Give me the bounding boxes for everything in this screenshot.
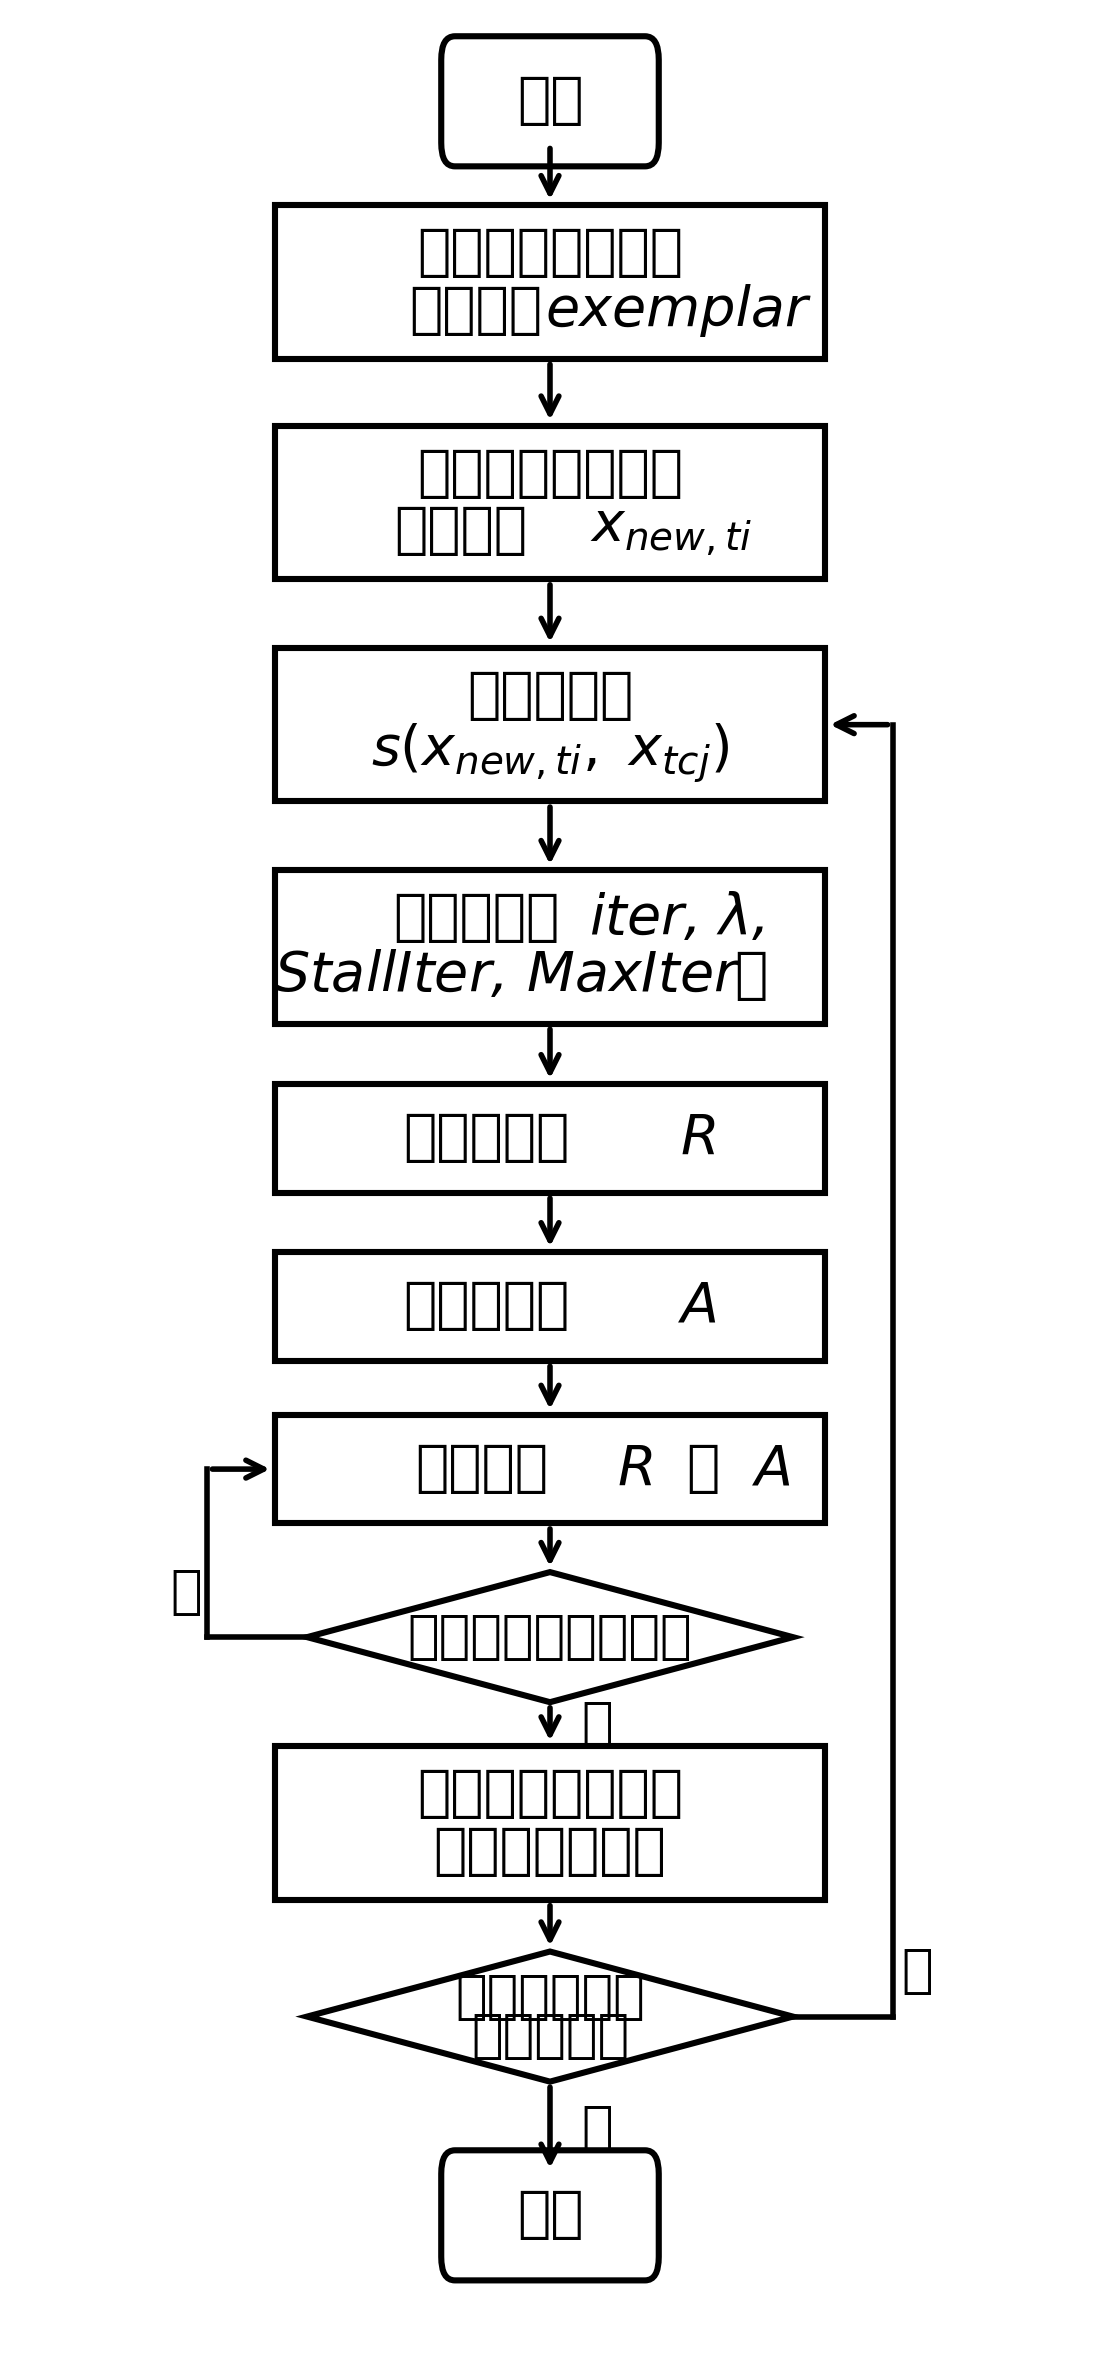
Text: 段归属判断结果: 段归属判断结果 xyxy=(433,1824,667,1879)
Text: $R$: $R$ xyxy=(680,1112,715,1166)
Text: $A$: $A$ xyxy=(752,1442,791,1496)
Text: 更新迭代: 更新迭代 xyxy=(415,1442,548,1496)
Text: 是否结束？: 是否结束？ xyxy=(471,2011,629,2063)
Bar xyxy=(275,1416,825,1522)
Text: $iter$, $\lambda$,: $iter$, $\lambda$, xyxy=(590,892,764,944)
Text: 获取聚类中心对应: 获取聚类中心对应 xyxy=(417,227,683,281)
Bar xyxy=(275,1746,825,1900)
Text: $StallIter$, $MaxIter$: $StallIter$, $MaxIter$ xyxy=(274,949,741,1003)
Text: 计算相似度: 计算相似度 xyxy=(466,668,634,722)
Polygon shape xyxy=(307,1572,793,1702)
Text: $A$: $A$ xyxy=(679,1279,717,1333)
Text: $x_{new,ti}$: $x_{new,ti}$ xyxy=(591,505,752,557)
Text: 初始化参数: 初始化参数 xyxy=(393,892,559,944)
Polygon shape xyxy=(307,1952,793,2082)
Text: 等: 等 xyxy=(734,949,768,1003)
FancyBboxPatch shape xyxy=(441,2150,659,2280)
Text: 否: 否 xyxy=(169,1567,201,1619)
Bar xyxy=(275,425,825,578)
Text: 是: 是 xyxy=(582,1699,614,1751)
Bar xyxy=(275,871,825,1024)
Text: $s(x_{new,ti},\ x_{tcj})$: $s(x_{new,ti},\ x_{tcj})$ xyxy=(371,722,729,786)
Bar xyxy=(275,1083,825,1192)
Text: 是否满足终止条件？: 是否满足终止条件？ xyxy=(408,1612,692,1664)
Text: 计算吸收度: 计算吸收度 xyxy=(404,1112,570,1166)
Text: 是: 是 xyxy=(582,2103,614,2155)
Text: $R$: $R$ xyxy=(617,1442,652,1496)
FancyBboxPatch shape xyxy=(441,35,659,165)
Text: 计算归属度: 计算归属度 xyxy=(404,1279,570,1333)
Text: 开始: 开始 xyxy=(517,73,583,127)
Bar xyxy=(275,649,825,802)
Text: 和: 和 xyxy=(686,1442,719,1496)
Text: exemplar: exemplar xyxy=(546,286,808,337)
Text: 结束: 结束 xyxy=(517,2188,583,2242)
Text: 判断反应过程: 判断反应过程 xyxy=(455,1971,645,2023)
Text: 获取当前时刻在线: 获取当前时刻在线 xyxy=(417,446,683,500)
Text: 时刻数据: 时刻数据 xyxy=(409,283,542,337)
Text: 输出当前时刻的阶: 输出当前时刻的阶 xyxy=(417,1768,683,1822)
Text: 采样数据: 采样数据 xyxy=(394,505,527,559)
Bar xyxy=(275,1253,825,1362)
Bar xyxy=(275,205,825,359)
Text: 否: 否 xyxy=(902,1945,933,1997)
